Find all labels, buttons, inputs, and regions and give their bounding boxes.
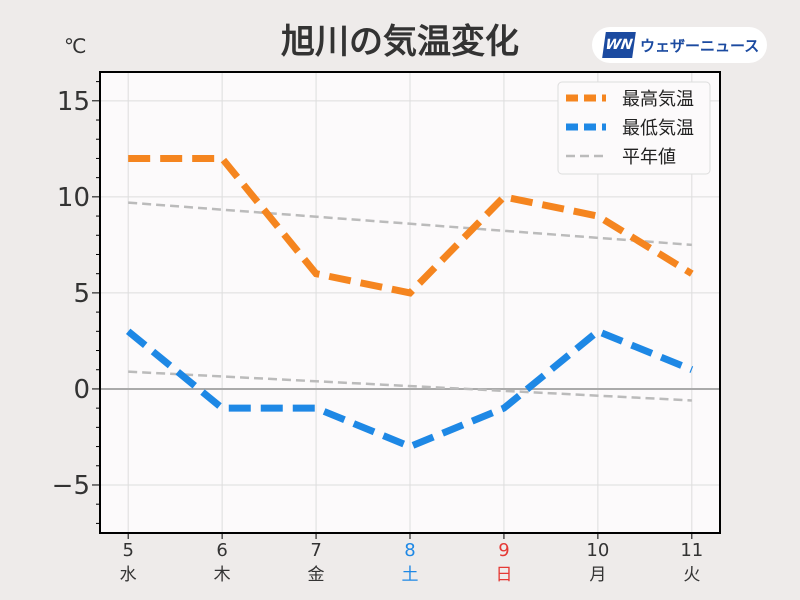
legend-label: 最高気温 bbox=[622, 89, 694, 110]
x-tick-label: 10 bbox=[586, 540, 609, 561]
weekday-label: 日 bbox=[495, 565, 512, 585]
weekday-label: 木 bbox=[214, 565, 231, 585]
y-tick-label: 10 bbox=[57, 183, 90, 213]
legend-label: 平年値 bbox=[622, 147, 676, 168]
high-temp-line bbox=[128, 154, 694, 297]
weekday-label: 金 bbox=[308, 565, 325, 585]
weekday-label: 火 bbox=[683, 565, 700, 585]
chart-title: 旭川の気温変化 bbox=[281, 22, 519, 62]
plot-frame bbox=[99, 71, 721, 534]
x-tick-label: 9 bbox=[498, 540, 509, 561]
weekday-label: 土 bbox=[402, 565, 419, 585]
normal-line bbox=[128, 370, 692, 402]
x-tick-label: 6 bbox=[216, 540, 227, 561]
y-tick-label: 0 bbox=[73, 375, 90, 405]
y-axis-unit: ℃ bbox=[64, 34, 87, 58]
logo-text: ウェザーニュース bbox=[640, 36, 760, 55]
weekday-label: 月 bbox=[589, 565, 606, 585]
x-tick-label: 11 bbox=[680, 540, 703, 561]
legend-label: 最低気温 bbox=[622, 118, 694, 139]
weathernews-logo: WN ウェザーニュース bbox=[592, 27, 767, 63]
legend-box bbox=[557, 81, 711, 175]
x-tick-label: 5 bbox=[122, 540, 133, 561]
x-tick-label: 7 bbox=[310, 540, 321, 561]
y-tick-label: 15 bbox=[57, 87, 90, 117]
x-tick-label: 8 bbox=[404, 540, 415, 561]
normal-line bbox=[128, 201, 692, 247]
weekday-label: 水 bbox=[120, 565, 137, 585]
y-tick-label: 5 bbox=[73, 279, 90, 309]
y-tick-label: −5 bbox=[52, 471, 90, 501]
